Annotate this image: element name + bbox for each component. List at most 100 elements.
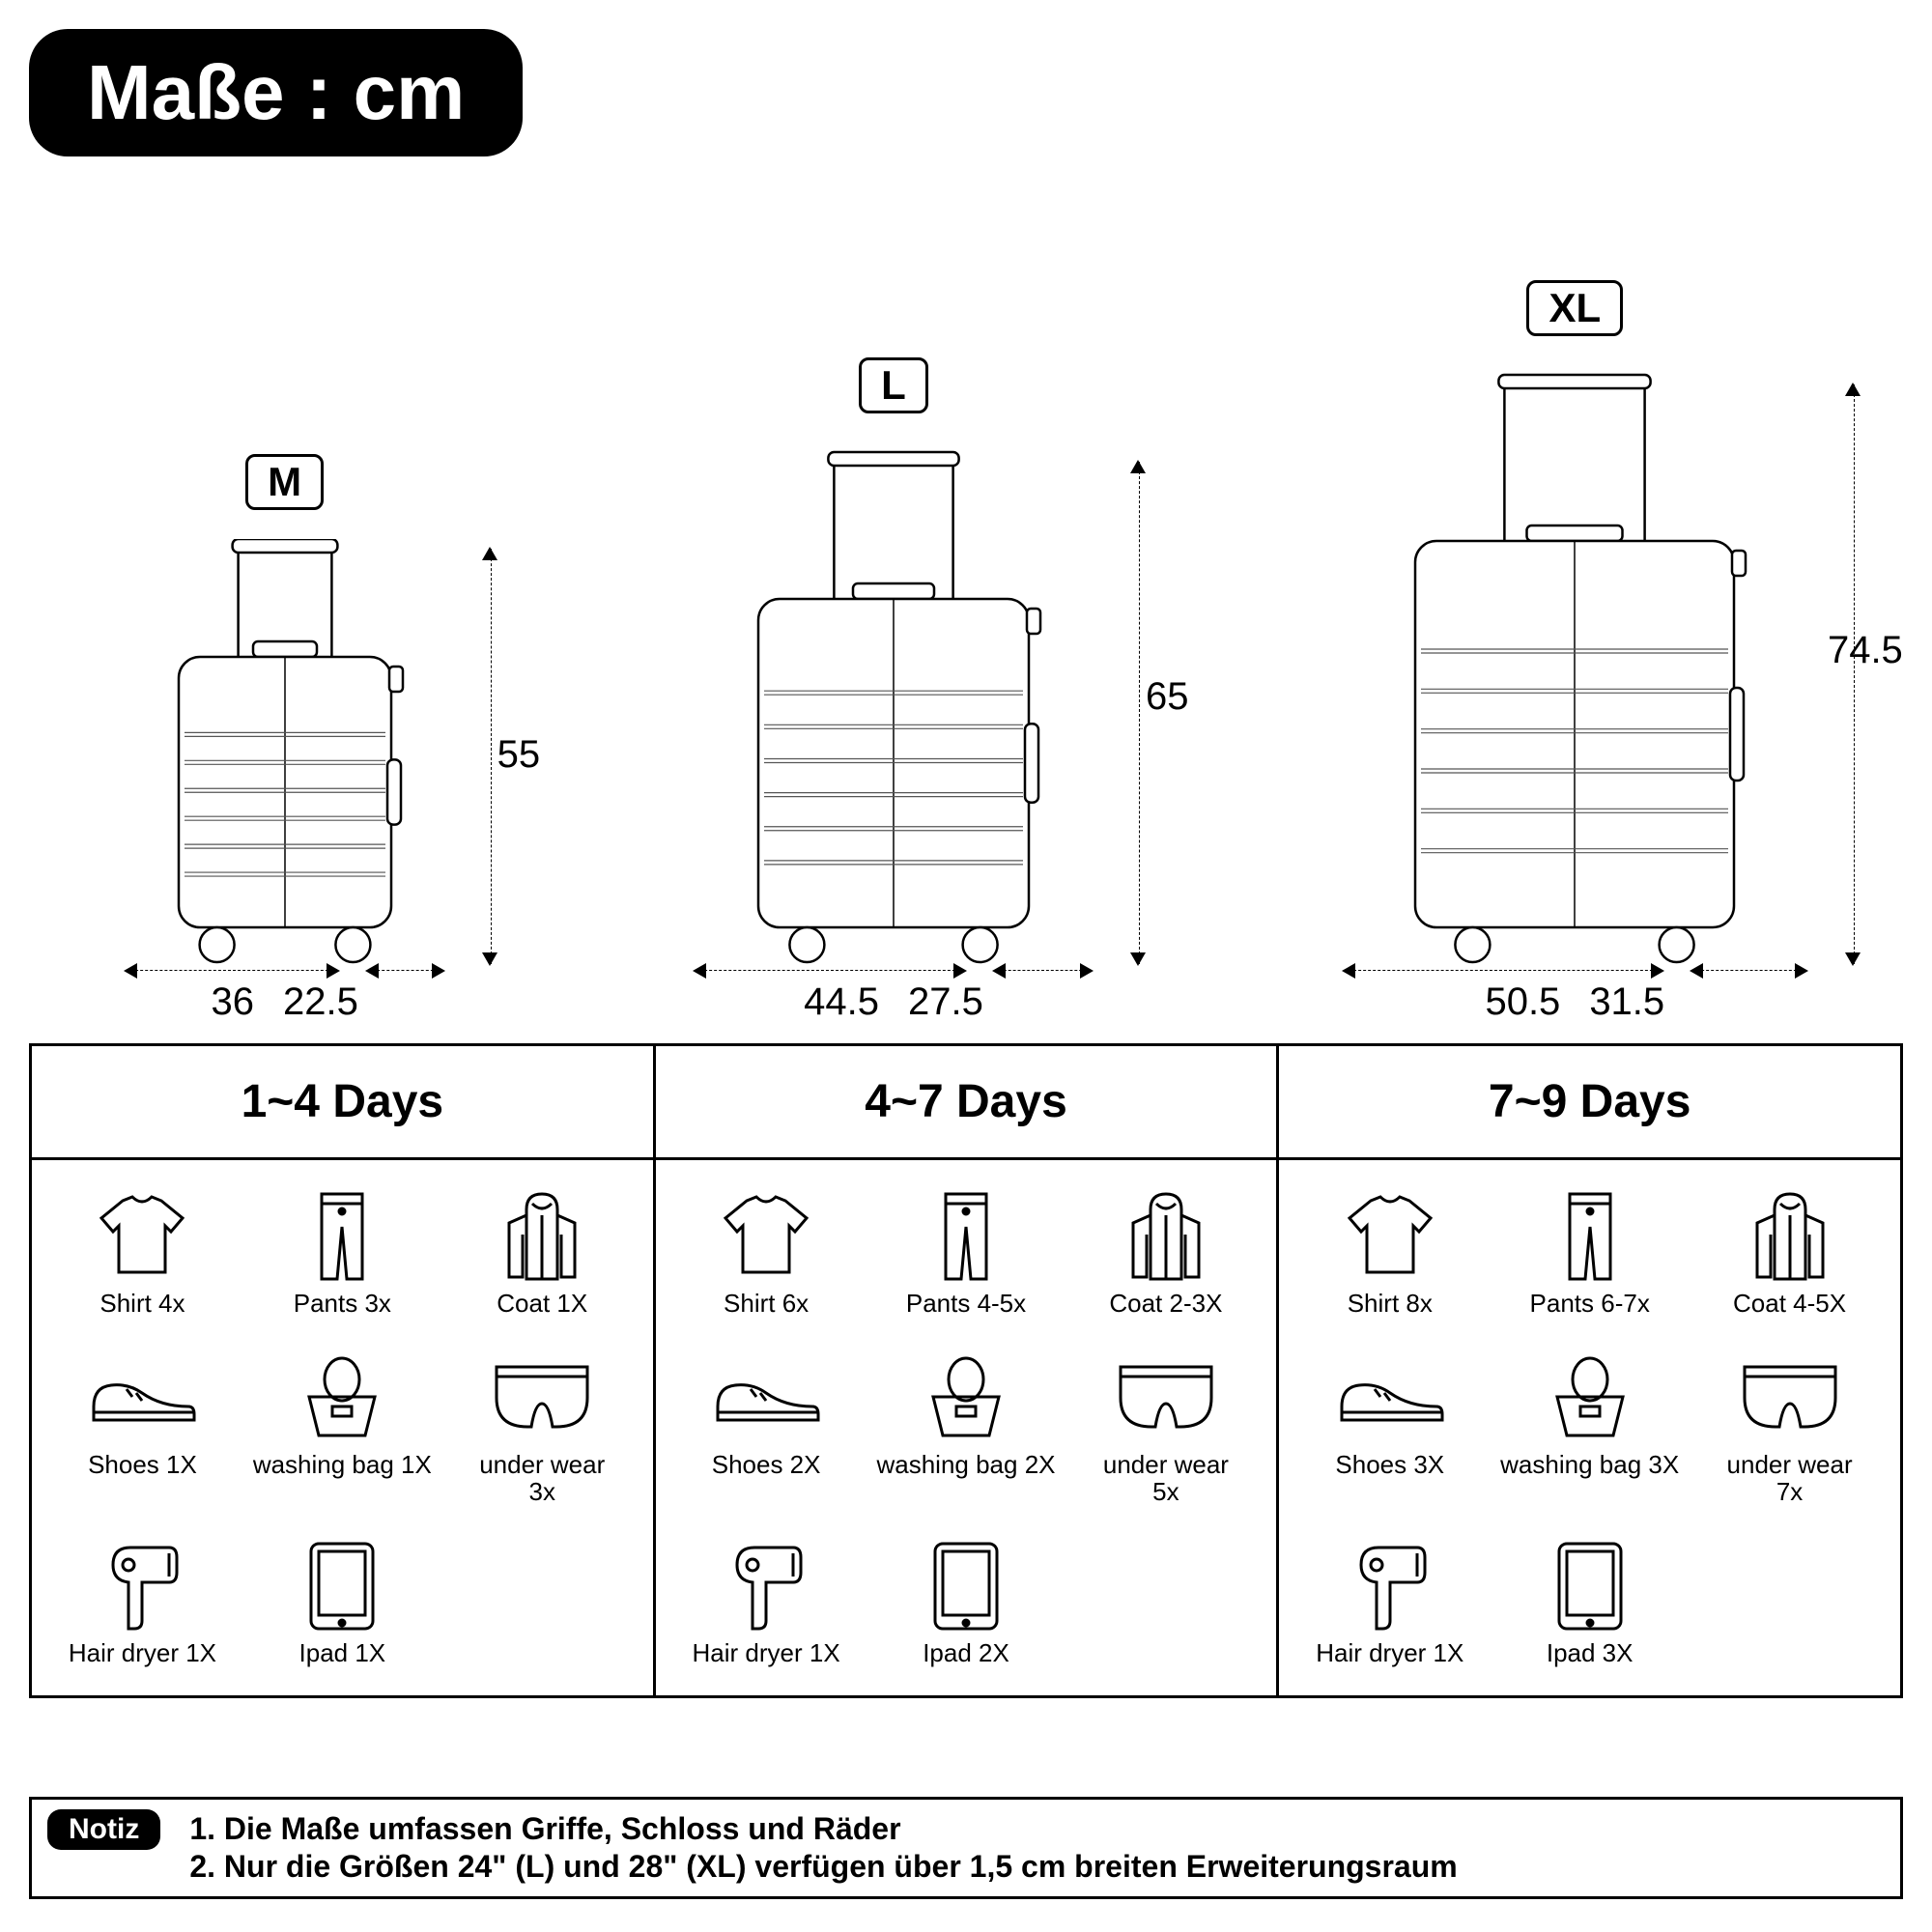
capacity-item-bag: washing bag 3X <box>1492 1345 1687 1506</box>
capacity-column: Shirt 8x Pants 6-7x Coat 4-5X Shoes 3X washi… <box>1279 1160 1900 1695</box>
capacity-item-bag: washing bag 1X <box>245 1345 440 1506</box>
shoes-icon <box>708 1345 824 1451</box>
capacity-header: 1~4 Days <box>32 1046 656 1157</box>
capacity-item-shoes: Shoes 2X <box>669 1345 864 1506</box>
dim-width: 36 <box>211 980 254 1024</box>
ipad-icon <box>908 1533 1024 1639</box>
suitcase-graphic: 74.5 50.5 31.5 <box>1344 365 1806 1024</box>
capacity-item-pants: Pants 4-5x <box>869 1183 1064 1318</box>
capacity-table: 1~4 Days4~7 Days7~9 Days Shirt 4x Pants 3… <box>29 1043 1903 1698</box>
capacity-item-label: Coat 1X <box>497 1290 587 1318</box>
capacity-item-label: Ipad 2X <box>923 1639 1009 1667</box>
coat-icon <box>1732 1183 1848 1290</box>
capacity-item-pants: Pants 3x <box>245 1183 440 1318</box>
dim-depth: 22.5 <box>283 980 358 1024</box>
capacity-item-ipad: Ipad 2X <box>869 1533 1064 1667</box>
capacity-item-dryer: Hair dryer 1X <box>1293 1533 1487 1667</box>
dim-height: 55 <box>497 733 541 777</box>
capacity-item-coat: Coat 1X <box>445 1183 639 1318</box>
bag-icon <box>284 1345 400 1451</box>
capacity-item-shirt: Shirt 4x <box>45 1183 240 1318</box>
capacity-column: Shirt 4x Pants 3x Coat 1X Shoes 1X washing b… <box>32 1160 656 1695</box>
capacity-item-label: Coat 4-5X <box>1733 1290 1846 1318</box>
capacity-item-label: Hair dryer 1X <box>69 1639 216 1667</box>
pants-icon <box>1532 1183 1648 1290</box>
suitcase-col-l: L 65 44.5 27.5 <box>695 357 1092 1024</box>
capacity-item-coat: Coat 2-3X <box>1068 1183 1263 1318</box>
capacity-item-label: Hair dryer 1X <box>1316 1639 1463 1667</box>
dim-width: 50.5 <box>1485 980 1560 1024</box>
capacity-column: Shirt 6x Pants 4-5x Coat 2-3X Shoes 2X washi… <box>656 1160 1280 1695</box>
pants-icon <box>908 1183 1024 1290</box>
capacity-item-label: under wear7x <box>1727 1451 1853 1506</box>
notes-lines: 1. Die Maße umfassen Griffe, Schloss und… <box>189 1809 1457 1887</box>
dim-width: 44.5 <box>804 980 879 1024</box>
capacity-item-label: washing bag 2X <box>876 1451 1055 1479</box>
capacity-item-label: Shirt 4x <box>99 1290 185 1318</box>
capacity-item-underwear: under wear7x <box>1692 1345 1887 1506</box>
capacity-header: 4~7 Days <box>656 1046 1280 1157</box>
note-line: 1. Die Maße umfassen Griffe, Schloss und… <box>189 1811 1457 1847</box>
shoes-icon <box>84 1345 200 1451</box>
dim-height: 74.5 <box>1828 629 1903 672</box>
capacity-item-dryer: Hair dryer 1X <box>45 1533 240 1667</box>
capacity-item-coat: Coat 4-5X <box>1692 1183 1887 1318</box>
ipad-icon <box>284 1533 400 1639</box>
underwear-icon <box>1732 1345 1848 1451</box>
dim-depth: 31.5 <box>1589 980 1664 1024</box>
capacity-item-shoes: Shoes 1X <box>45 1345 240 1506</box>
capacity-item-shoes: Shoes 3X <box>1293 1345 1487 1506</box>
ipad-icon <box>1532 1533 1648 1639</box>
capacity-item-label: Ipad 1X <box>299 1639 386 1667</box>
capacity-item-label: washing bag 1X <box>253 1451 432 1479</box>
dim-height: 65 <box>1146 675 1189 719</box>
suitcase-graphic: 65 44.5 27.5 <box>695 442 1092 1024</box>
capacity-item-label: washing bag 3X <box>1500 1451 1679 1479</box>
capacity-item-underwear: under wear5x <box>1068 1345 1263 1506</box>
suitcase-row: M 55 36 22.5 L <box>0 155 1932 1024</box>
capacity-item-label: Shoes 3X <box>1335 1451 1444 1479</box>
capacity-header-row: 1~4 Days4~7 Days7~9 Days <box>32 1046 1900 1160</box>
capacity-item-label: under wear3x <box>479 1451 605 1506</box>
shirt-icon <box>84 1183 200 1290</box>
capacity-item-label: Shoes 1X <box>88 1451 197 1479</box>
size-label: XL <box>1526 280 1623 336</box>
capacity-item-label: Shirt 8x <box>1348 1290 1433 1318</box>
dryer-icon <box>84 1533 200 1639</box>
size-label: M <box>245 454 324 510</box>
capacity-item-label: Ipad 3X <box>1547 1639 1634 1667</box>
dryer-icon <box>1332 1533 1448 1639</box>
title-badge: Maße : cm <box>29 29 523 156</box>
capacity-item-label: Shoes 2X <box>712 1451 821 1479</box>
capacity-item-label: Hair dryer 1X <box>693 1639 840 1667</box>
capacity-item-ipad: Ipad 1X <box>245 1533 440 1667</box>
capacity-body: Shirt 4x Pants 3x Coat 1X Shoes 1X washing b… <box>32 1160 1900 1695</box>
capacity-item-pants: Pants 6-7x <box>1492 1183 1687 1318</box>
dim-depth: 27.5 <box>908 980 983 1024</box>
bag-icon <box>1532 1345 1648 1451</box>
notes-badge: Notiz <box>47 1809 160 1850</box>
capacity-item-shirt: Shirt 6x <box>669 1183 864 1318</box>
capacity-item-label: under wear5x <box>1103 1451 1229 1506</box>
capacity-item-label: Pants 4-5x <box>906 1290 1026 1318</box>
underwear-icon <box>1108 1345 1224 1451</box>
capacity-item-label: Pants 6-7x <box>1530 1290 1650 1318</box>
suitcase-col-m: M 55 36 22.5 <box>126 454 443 1024</box>
capacity-item-bag: washing bag 2X <box>869 1345 1064 1506</box>
size-label: L <box>859 357 928 413</box>
capacity-item-label: Shirt 6x <box>724 1290 809 1318</box>
notes-box: Notiz 1. Die Maße umfassen Griffe, Schlo… <box>29 1797 1903 1899</box>
coat-icon <box>1108 1183 1224 1290</box>
capacity-item-underwear: under wear3x <box>445 1345 639 1506</box>
shoes-icon <box>1332 1345 1448 1451</box>
coat-icon <box>484 1183 600 1290</box>
pants-icon <box>284 1183 400 1290</box>
capacity-item-shirt: Shirt 8x <box>1293 1183 1487 1318</box>
suitcase-graphic: 55 36 22.5 <box>126 539 443 1024</box>
capacity-item-ipad: Ipad 3X <box>1492 1533 1687 1667</box>
shirt-icon <box>708 1183 824 1290</box>
dryer-icon <box>708 1533 824 1639</box>
capacity-item-label: Pants 3x <box>294 1290 391 1318</box>
shirt-icon <box>1332 1183 1448 1290</box>
capacity-header: 7~9 Days <box>1279 1046 1900 1157</box>
